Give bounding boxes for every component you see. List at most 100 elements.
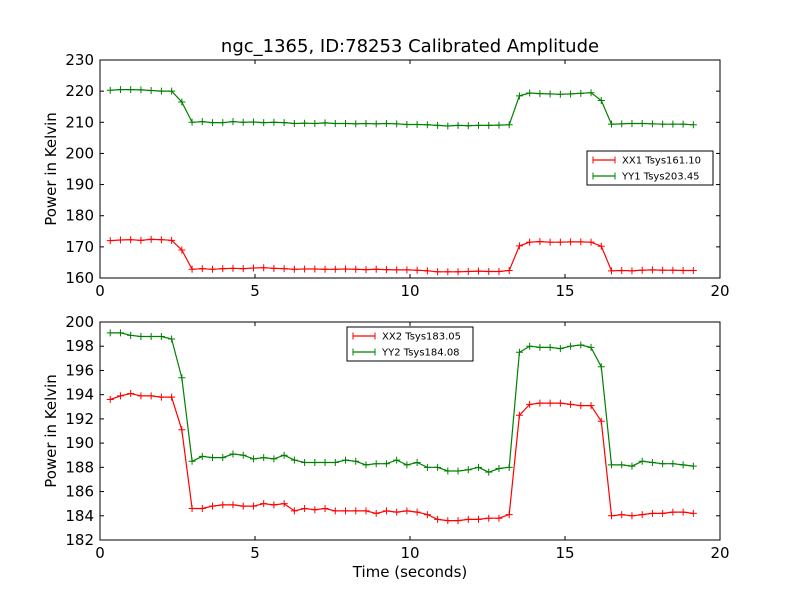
data-point bbox=[270, 264, 278, 272]
data-point bbox=[321, 265, 329, 273]
data-point bbox=[106, 237, 114, 245]
data-point bbox=[311, 458, 319, 466]
x-tick-label: 0 bbox=[95, 282, 105, 300]
data-point bbox=[106, 86, 114, 94]
data-point bbox=[679, 461, 687, 469]
series-line bbox=[110, 88, 694, 127]
data-point bbox=[659, 120, 667, 128]
data-point bbox=[669, 508, 677, 516]
data-point bbox=[372, 509, 380, 517]
data-point bbox=[157, 87, 165, 95]
data-point bbox=[198, 118, 206, 126]
data-point bbox=[178, 98, 186, 106]
data-point bbox=[116, 236, 124, 244]
x-tick-label: 10 bbox=[400, 544, 419, 562]
data-point bbox=[454, 268, 462, 276]
data-point bbox=[198, 452, 206, 460]
data-point bbox=[290, 456, 298, 464]
data-point bbox=[188, 457, 196, 465]
data-point bbox=[597, 417, 605, 425]
data-point bbox=[495, 267, 503, 275]
data-point bbox=[413, 120, 421, 128]
data-point bbox=[423, 121, 431, 129]
data-point bbox=[413, 458, 421, 466]
data-point bbox=[587, 402, 595, 410]
legend-label: XX2 Tsys183.05 bbox=[382, 332, 461, 343]
data-point bbox=[342, 120, 350, 128]
x-tick-label: 5 bbox=[250, 282, 260, 300]
data-point bbox=[331, 507, 339, 515]
data-point bbox=[137, 236, 145, 244]
data-point bbox=[618, 267, 626, 275]
x-tick-label: 15 bbox=[555, 544, 574, 562]
data-point bbox=[249, 264, 257, 272]
data-point bbox=[464, 267, 472, 275]
data-point bbox=[301, 458, 309, 466]
data-point bbox=[311, 506, 319, 514]
data-point bbox=[536, 343, 544, 351]
data-point bbox=[464, 122, 472, 130]
data-point bbox=[239, 451, 247, 459]
data-point bbox=[280, 500, 288, 508]
data-point bbox=[209, 454, 217, 462]
data-point bbox=[444, 268, 452, 276]
legend-label: YY2 Tsys184.08 bbox=[381, 348, 460, 359]
data-point bbox=[198, 505, 206, 513]
legend-marker bbox=[592, 156, 616, 164]
data-point bbox=[434, 515, 442, 523]
data-point bbox=[577, 89, 585, 97]
data-point bbox=[127, 389, 135, 397]
series-2-2 bbox=[106, 329, 697, 476]
y-tick-label: 170 bbox=[65, 238, 94, 256]
data-point bbox=[229, 118, 237, 126]
data-point bbox=[618, 511, 626, 519]
data-point bbox=[403, 461, 411, 469]
data-point bbox=[567, 90, 575, 98]
y-tick-label: 190 bbox=[65, 434, 94, 452]
data-point bbox=[229, 450, 237, 458]
data-point bbox=[608, 267, 615, 275]
data-point bbox=[260, 454, 268, 462]
data-point bbox=[556, 399, 564, 407]
data-point bbox=[219, 501, 227, 509]
data-point bbox=[270, 501, 278, 509]
data-point bbox=[515, 411, 523, 419]
data-point bbox=[209, 502, 217, 510]
data-point bbox=[219, 119, 227, 127]
y-tick-label: 192 bbox=[65, 410, 94, 428]
data-point bbox=[515, 242, 523, 250]
data-point bbox=[362, 507, 370, 515]
data-point bbox=[382, 266, 390, 274]
data-point bbox=[423, 463, 431, 471]
data-point bbox=[618, 461, 626, 469]
data-point bbox=[556, 238, 564, 246]
data-point bbox=[485, 267, 493, 275]
data-point bbox=[127, 331, 135, 339]
data-point bbox=[567, 400, 575, 408]
data-point bbox=[321, 505, 329, 513]
data-point bbox=[178, 426, 186, 434]
data-point bbox=[638, 511, 646, 519]
data-point bbox=[475, 515, 483, 523]
y-tick-label: 190 bbox=[65, 176, 94, 194]
panel-1: 0 5 10 15 20 160 170 180 190 200 210 220 230 Power in… bbox=[42, 51, 730, 300]
data-point bbox=[526, 89, 534, 97]
y-tick-label: 200 bbox=[65, 144, 94, 162]
data-point bbox=[219, 265, 227, 273]
data-point bbox=[372, 265, 380, 273]
data-point bbox=[116, 86, 124, 94]
panel-2: 0 5 10 15 20 182 184 186 188 190 192 194 196 198 200 Po… bbox=[42, 313, 730, 581]
data-point bbox=[382, 507, 390, 515]
data-point bbox=[638, 457, 646, 465]
data-point bbox=[147, 235, 155, 243]
y-tick-label: 198 bbox=[65, 337, 94, 355]
data-point bbox=[137, 392, 145, 400]
data-point bbox=[168, 87, 176, 95]
data-point bbox=[454, 467, 462, 475]
data-point bbox=[526, 400, 534, 408]
data-point bbox=[147, 392, 155, 400]
data-point bbox=[413, 508, 421, 516]
data-point bbox=[485, 121, 493, 129]
x-tick-label: 20 bbox=[710, 544, 729, 562]
data-point bbox=[219, 454, 227, 462]
